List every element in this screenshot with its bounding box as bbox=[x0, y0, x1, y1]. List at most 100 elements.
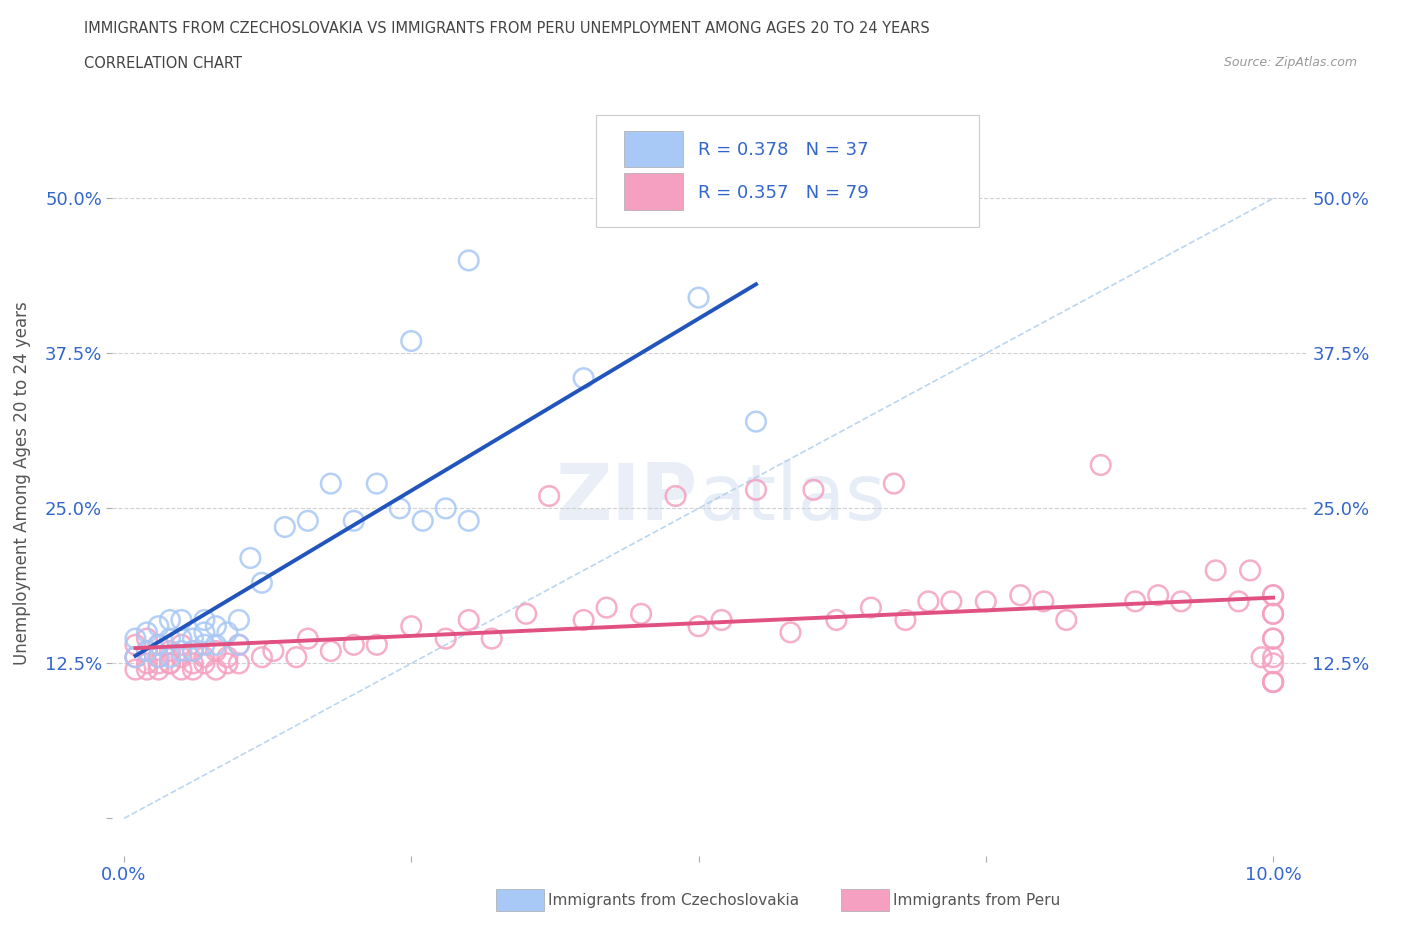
Point bbox=[1261, 588, 1284, 603]
Text: atlas: atlas bbox=[699, 460, 886, 537]
Point bbox=[250, 576, 273, 591]
Point bbox=[434, 501, 457, 516]
Point bbox=[148, 618, 170, 633]
Point bbox=[205, 637, 228, 652]
Point bbox=[319, 476, 342, 491]
Point bbox=[457, 513, 479, 528]
Point bbox=[343, 513, 366, 528]
Point bbox=[894, 613, 917, 628]
Text: ZIP: ZIP bbox=[555, 460, 699, 537]
Point bbox=[181, 644, 204, 658]
Point bbox=[941, 594, 963, 609]
Point bbox=[170, 650, 193, 665]
Point bbox=[1261, 674, 1284, 689]
Point bbox=[688, 618, 710, 633]
Point bbox=[205, 662, 228, 677]
Point bbox=[124, 631, 146, 646]
Point bbox=[434, 631, 457, 646]
Point bbox=[1261, 674, 1284, 689]
Point bbox=[193, 625, 215, 640]
Point bbox=[1010, 588, 1032, 603]
Point bbox=[136, 625, 159, 640]
Point bbox=[217, 625, 239, 640]
Point bbox=[688, 290, 710, 305]
FancyBboxPatch shape bbox=[596, 115, 979, 227]
Point bbox=[1227, 594, 1250, 609]
Point bbox=[595, 600, 617, 615]
Point bbox=[825, 613, 848, 628]
Point bbox=[1032, 594, 1054, 609]
Point bbox=[170, 631, 193, 646]
Point bbox=[319, 644, 342, 658]
Point bbox=[412, 513, 434, 528]
Point bbox=[779, 625, 801, 640]
Text: CORRELATION CHART: CORRELATION CHART bbox=[84, 56, 242, 71]
Point bbox=[193, 637, 215, 652]
Point bbox=[1250, 650, 1272, 665]
Point bbox=[228, 613, 250, 628]
Point bbox=[159, 613, 181, 628]
Point bbox=[297, 631, 319, 646]
Point bbox=[1054, 613, 1077, 628]
Y-axis label: Unemployment Among Ages 20 to 24 years: Unemployment Among Ages 20 to 24 years bbox=[13, 301, 31, 666]
Point bbox=[239, 551, 262, 565]
Point bbox=[917, 594, 939, 609]
Point bbox=[228, 656, 250, 671]
Point bbox=[136, 662, 159, 677]
Point bbox=[148, 650, 170, 665]
Point bbox=[401, 334, 423, 349]
Point bbox=[159, 656, 181, 671]
Point bbox=[205, 644, 228, 658]
Point bbox=[124, 650, 146, 665]
Point bbox=[366, 637, 388, 652]
Point bbox=[181, 644, 204, 658]
Text: Immigrants from Peru: Immigrants from Peru bbox=[893, 893, 1060, 908]
Point bbox=[1239, 563, 1261, 578]
Point bbox=[181, 631, 204, 646]
Point bbox=[538, 488, 561, 503]
Text: Source: ZipAtlas.com: Source: ZipAtlas.com bbox=[1223, 56, 1357, 69]
Point bbox=[1261, 631, 1284, 646]
Point bbox=[1123, 594, 1146, 609]
Point bbox=[217, 650, 239, 665]
Point bbox=[745, 414, 768, 429]
Point bbox=[1205, 563, 1227, 578]
Point bbox=[572, 371, 595, 386]
Point bbox=[136, 656, 159, 671]
Point bbox=[228, 637, 250, 652]
Point bbox=[124, 650, 146, 665]
Point bbox=[136, 644, 159, 658]
Text: IMMIGRANTS FROM CZECHOSLOVAKIA VS IMMIGRANTS FROM PERU UNEMPLOYMENT AMONG AGES 2: IMMIGRANTS FROM CZECHOSLOVAKIA VS IMMIGR… bbox=[84, 21, 931, 36]
Point bbox=[710, 613, 733, 628]
Point bbox=[205, 618, 228, 633]
Point bbox=[1170, 594, 1192, 609]
Point bbox=[1261, 606, 1284, 621]
Point bbox=[148, 637, 170, 652]
Point bbox=[515, 606, 537, 621]
Point bbox=[297, 513, 319, 528]
Point bbox=[159, 631, 181, 646]
Point bbox=[193, 613, 215, 628]
Point bbox=[181, 662, 204, 677]
Point bbox=[401, 618, 423, 633]
Point bbox=[193, 656, 215, 671]
Point bbox=[124, 662, 146, 677]
Point bbox=[1261, 631, 1284, 646]
Point bbox=[1261, 588, 1284, 603]
Point bbox=[1261, 606, 1284, 621]
Point bbox=[1261, 650, 1284, 665]
Point bbox=[1147, 588, 1170, 603]
Point bbox=[630, 606, 652, 621]
Point bbox=[285, 650, 308, 665]
Point bbox=[159, 644, 181, 658]
Point bbox=[217, 656, 239, 671]
Point bbox=[159, 650, 181, 665]
Point bbox=[170, 662, 193, 677]
Point bbox=[457, 253, 479, 268]
Point bbox=[148, 656, 170, 671]
Point bbox=[366, 476, 388, 491]
Point bbox=[136, 644, 159, 658]
Point bbox=[745, 483, 768, 498]
Point bbox=[274, 520, 297, 535]
Point bbox=[193, 650, 215, 665]
